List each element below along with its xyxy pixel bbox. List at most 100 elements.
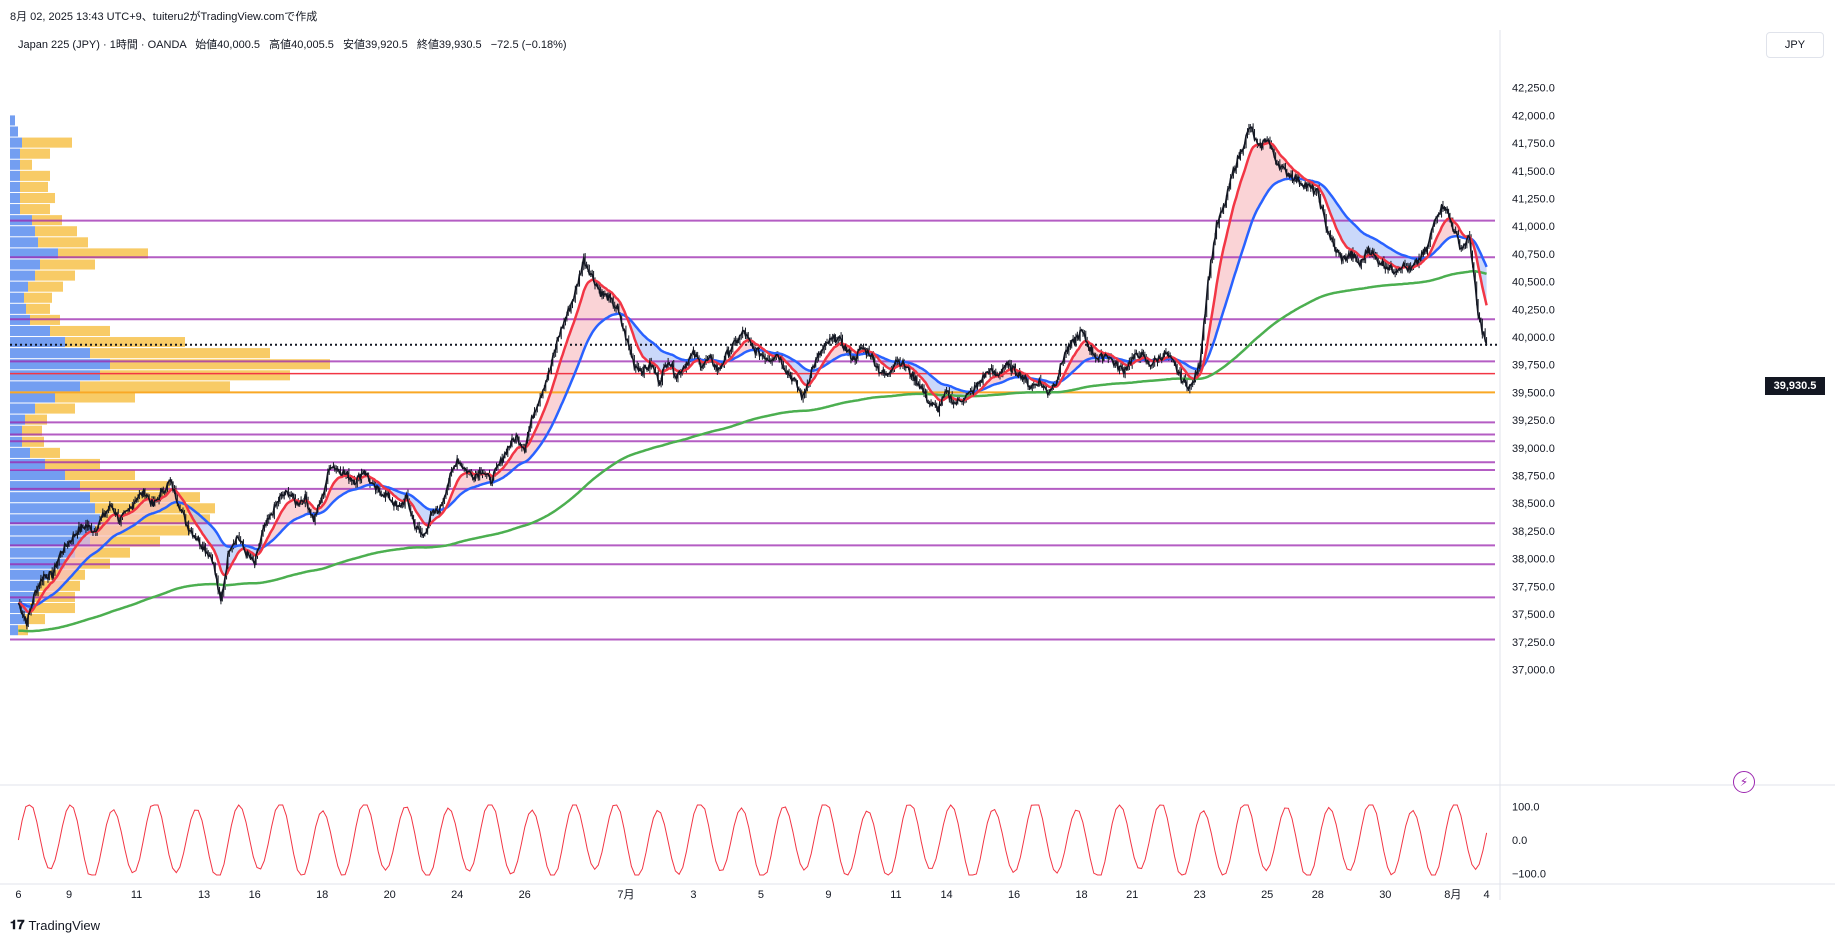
volume-profile-up-bar: [10, 204, 20, 215]
price-tick-label: 38,500.0: [1512, 498, 1555, 510]
bull-fill-area: [445, 279, 626, 509]
price-tick-label: 39,750.0: [1512, 360, 1555, 372]
volume-profile-up-bar: [10, 126, 18, 137]
volume-profile-down-bar: [20, 159, 32, 170]
volume-profile-up-bar: [10, 536, 90, 547]
time-tick-label: 16: [1008, 889, 1020, 901]
price-tick-label: 41,750.0: [1512, 138, 1555, 150]
price-tick-label: 42,250.0: [1512, 83, 1555, 95]
price-tick-label: 41,250.0: [1512, 194, 1555, 206]
time-tick-label: 18: [1075, 889, 1087, 901]
volume-profile-up-bar: [10, 569, 50, 580]
volume-profile-down-bar: [95, 525, 190, 536]
volume-profile-down-bar: [100, 370, 290, 381]
volume-profile-down-bar: [55, 392, 135, 403]
volume-profile-down-bar: [20, 204, 50, 215]
time-tick-label: 30: [1379, 889, 1391, 901]
volume-profile-up-bar: [10, 259, 40, 270]
price-tick-label: 41,000.0: [1512, 221, 1555, 233]
bull-fill-area: [36, 489, 185, 605]
volume-profile-down-bar: [100, 514, 210, 525]
volume-profile-up-bar: [10, 625, 18, 636]
price-tick-label: 37,750.0: [1512, 581, 1555, 593]
price-tick-label: 39,250.0: [1512, 415, 1555, 427]
volume-profile-down-bar: [50, 325, 110, 337]
currency-selector[interactable]: JPY: [1766, 32, 1824, 58]
volume-profile-up-bar: [10, 337, 65, 348]
volume-profile-down-bar: [20, 181, 48, 192]
symbol-name[interactable]: Japan 225 (JPY) · 1時間 · OANDA: [18, 39, 187, 51]
volume-profile-up-bar: [10, 447, 30, 458]
bull-fill-area: [821, 343, 874, 368]
footer-brand[interactable]: 𝟏𝟕 TradingView: [10, 917, 100, 933]
volume-profile-up-bar: [10, 303, 26, 314]
volume-profile-up-bar: [10, 414, 25, 425]
volume-profile-down-bar: [38, 237, 88, 248]
bear-fill-area: [627, 317, 726, 372]
price-tick-label: 37,500.0: [1512, 609, 1555, 621]
time-tick-label: 26: [519, 889, 531, 901]
volume-profile-up-bar: [10, 148, 20, 159]
volume-profile-up-bar: [10, 614, 25, 625]
volume-profile-up-bar: [10, 503, 95, 514]
volume-profile-down-bar: [25, 414, 47, 425]
volume-profile-up-bar: [10, 137, 22, 148]
oscillator-line: [17, 804, 1488, 876]
volume-profile-up-bar: [10, 292, 24, 303]
time-tick-label: 9: [825, 889, 831, 901]
volume-profile-up-bar: [10, 281, 28, 292]
price-tick-label: 37,000.0: [1512, 664, 1555, 676]
volume-profile-down-bar: [65, 337, 185, 348]
volume-profile-down-bar: [35, 403, 75, 414]
lightning-icon[interactable]: ⚡: [1733, 771, 1755, 793]
time-tick-label: 16: [249, 889, 261, 901]
price-tick-label: 39,500.0: [1512, 387, 1555, 399]
price-tick-label: 40,250.0: [1512, 304, 1555, 316]
oscillator-tick-label: −100.0: [1512, 868, 1546, 880]
price-tick-label: 42,000.0: [1512, 110, 1555, 122]
time-tick-label: 25: [1261, 889, 1273, 901]
volume-profile-down-bar: [58, 248, 148, 259]
volume-profile-down-bar: [30, 602, 75, 614]
volume-profile-down-bar: [22, 425, 42, 436]
volume-profile-up-bar: [10, 547, 75, 558]
time-tick-label: 3: [690, 889, 696, 901]
volume-profile-up-bar: [10, 170, 20, 181]
legend-open: 始値40,000.5: [195, 39, 261, 51]
price-tick-label: 37,250.0: [1512, 637, 1555, 649]
volume-profile-down-bar: [20, 192, 55, 204]
volume-profile-up-bar: [10, 514, 100, 525]
volume-profile-down-bar: [40, 259, 95, 270]
volume-profile-up-bar: [10, 492, 90, 503]
price-tick-label: 41,500.0: [1512, 166, 1555, 178]
time-tick-label: 8月: [1444, 889, 1461, 901]
legend-low: 安値39,920.5: [342, 39, 408, 51]
volume-profile-down-bar: [26, 303, 50, 314]
volume-profile-up-bar: [10, 237, 38, 248]
volume-profile-down-bar: [30, 447, 60, 458]
volume-profile-up-bar: [10, 580, 40, 591]
volume-profile-up-bar: [10, 481, 80, 492]
symbol-legend: Japan 225 (JPY) · 1時間 · OANDA 始値40,000.5…: [18, 36, 567, 52]
price-tick-label: 40,750.0: [1512, 249, 1555, 261]
time-tick-label: 28: [1312, 889, 1324, 901]
volume-profile-up-bar: [10, 115, 15, 126]
tradingview-logo-icon: 𝟏𝟕: [10, 917, 25, 932]
volume-profile-down-bar: [20, 170, 50, 181]
oscillator-tick-label: 100.0: [1512, 802, 1540, 814]
volume-profile-up-bar: [10, 458, 45, 469]
price-tick-label: 39,000.0: [1512, 443, 1555, 455]
price-tick-label: 38,750.0: [1512, 471, 1555, 483]
price-tick-label: 40,000.0: [1512, 332, 1555, 344]
volume-profile-up-bar: [10, 325, 50, 337]
volume-profile-up-bar: [10, 403, 35, 414]
legend-high: 高値40,005.5: [269, 39, 334, 51]
volume-profile-down-bar: [25, 614, 45, 625]
time-tick-label: 6: [15, 889, 21, 901]
volume-profile-down-bar: [35, 226, 77, 237]
volume-profile-up-bar: [10, 381, 80, 392]
time-tick-label: 23: [1194, 889, 1206, 901]
volume-profile-down-bar: [35, 270, 75, 281]
bull-fill-area: [1203, 142, 1307, 366]
